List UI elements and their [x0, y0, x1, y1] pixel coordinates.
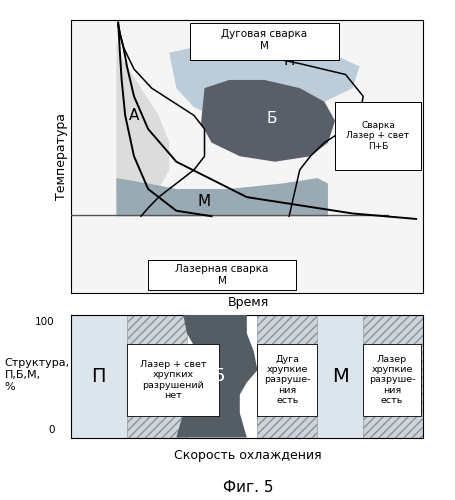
Text: 100: 100 — [35, 318, 55, 328]
Bar — [71, 315, 127, 438]
FancyBboxPatch shape — [127, 344, 219, 416]
Text: П: П — [283, 54, 295, 68]
Polygon shape — [177, 315, 258, 438]
Text: М: М — [332, 367, 349, 386]
Polygon shape — [116, 42, 169, 205]
Polygon shape — [201, 80, 335, 162]
Bar — [127, 315, 187, 438]
Text: Время: Время — [228, 296, 268, 309]
FancyBboxPatch shape — [148, 260, 296, 290]
FancyBboxPatch shape — [191, 22, 339, 60]
Text: М: М — [198, 194, 211, 208]
Text: Структура,
П,Б,М,
%: Структура, П,Б,М, % — [5, 358, 70, 392]
Text: Б: Б — [266, 110, 277, 126]
FancyBboxPatch shape — [258, 344, 318, 416]
Bar — [258, 315, 318, 438]
Text: Лазер + свет
хрупких
разрушений
нет: Лазер + свет хрупких разрушений нет — [140, 360, 206, 400]
Bar — [363, 315, 423, 438]
Polygon shape — [169, 42, 359, 116]
Text: А: А — [129, 108, 139, 123]
Text: Фиг. 5: Фиг. 5 — [223, 480, 273, 495]
Bar — [127, 315, 187, 438]
Text: Скорость охлаждения: Скорость охлаждения — [174, 448, 322, 462]
Text: Дуговая сварка
М: Дуговая сварка М — [222, 29, 308, 50]
FancyBboxPatch shape — [363, 344, 421, 416]
Text: Лазерная сварка
М: Лазерная сварка М — [176, 264, 269, 285]
Text: П: П — [91, 367, 106, 386]
Text: Сварка
Лазер + свет
П+Б: Сварка Лазер + свет П+Б — [346, 121, 410, 150]
FancyBboxPatch shape — [335, 102, 421, 170]
Bar — [318, 315, 363, 438]
Bar — [258, 315, 318, 438]
Text: Лазер
хрупкие
разруше-
ния
есть: Лазер хрупкие разруше- ния есть — [369, 354, 415, 405]
Polygon shape — [116, 178, 328, 216]
Text: 0: 0 — [48, 425, 55, 435]
Text: Б: Б — [212, 367, 225, 385]
Text: Дуга
хрупкие
разруше-
ния
есть: Дуга хрупкие разруше- ния есть — [264, 354, 311, 405]
Y-axis label: Температура: Температура — [55, 113, 68, 200]
Bar — [363, 315, 423, 438]
